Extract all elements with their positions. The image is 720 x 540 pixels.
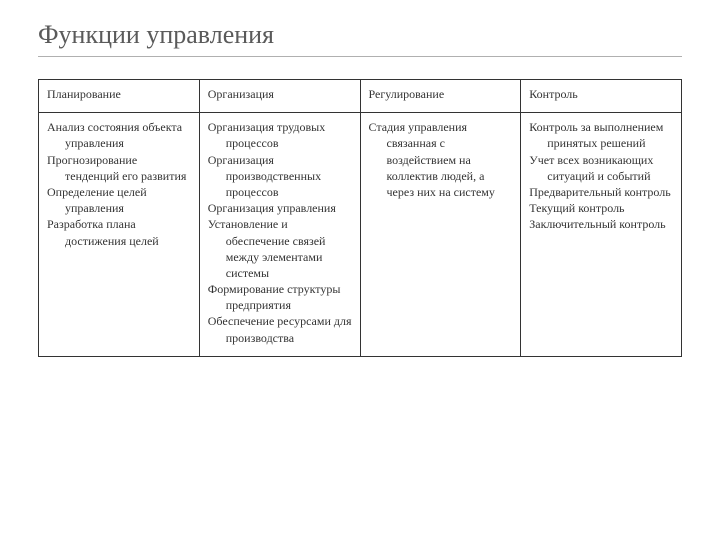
list-item: Стадия управления связанная с воздействи… xyxy=(369,119,513,200)
page-title: Функции управления xyxy=(38,20,682,50)
list-item: Контроль за выполнением принятых решений xyxy=(529,119,673,151)
list-item: Предварительный контроль xyxy=(529,184,673,200)
table-row: Анализ состояния объекта управленияПрогн… xyxy=(39,113,682,357)
functions-table: Планирование Организация Регулирование К… xyxy=(38,79,682,357)
list-item: Установление и обеспечение связей между … xyxy=(208,216,352,281)
list-item: Формирование структуры предприятия xyxy=(208,281,352,313)
table-header-row: Планирование Организация Регулирование К… xyxy=(39,80,682,113)
list-item: Разработка плана достижения целей xyxy=(47,216,191,248)
list-item: Анализ состояния объекта управления xyxy=(47,119,191,151)
list-item: Текущий контроль xyxy=(529,200,673,216)
list-item: Обеспечение ресурсами для производства xyxy=(208,313,352,345)
title-underline: Функции управления xyxy=(38,20,682,57)
col-header: Контроль xyxy=(521,80,682,113)
cell-control: Контроль за выполнением принятых решений… xyxy=(521,113,682,357)
cell-regulation: Стадия управления связанная с воздействи… xyxy=(360,113,521,357)
list-item: Прогнозирование тенденций его развития xyxy=(47,152,191,184)
col-header: Регулирование xyxy=(360,80,521,113)
list-item: Организация управления xyxy=(208,200,352,216)
list-item: Заключительный контроль xyxy=(529,216,673,232)
list-item: Учет всех возникающих ситуаций и событий xyxy=(529,152,673,184)
col-header: Планирование xyxy=(39,80,200,113)
slide: Функции управления Планирование Организа… xyxy=(0,0,720,387)
list-item: Определение целей управления xyxy=(47,184,191,216)
list-item: Организация производственных процессов xyxy=(208,152,352,201)
list-item: Организация трудовых процессов xyxy=(208,119,352,151)
cell-planning: Анализ состояния объекта управленияПрогн… xyxy=(39,113,200,357)
col-header: Организация xyxy=(199,80,360,113)
cell-organization: Организация трудовых процессовОрганизаци… xyxy=(199,113,360,357)
